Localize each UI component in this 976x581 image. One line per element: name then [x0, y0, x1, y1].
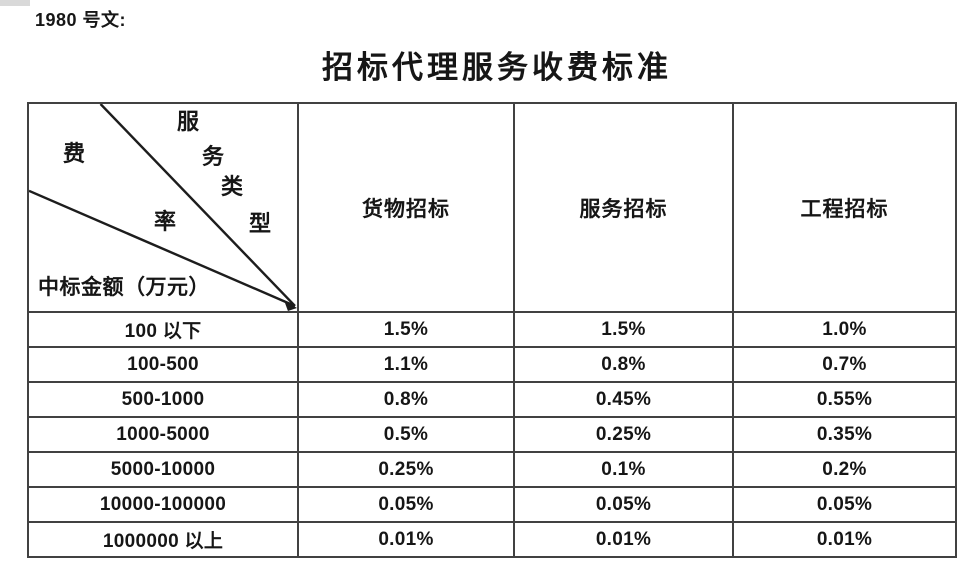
column-header-engineering: 工程招标 — [732, 102, 957, 313]
column-header-services: 服务招标 — [513, 102, 734, 313]
engineering-rate-cell: 0.35% — [732, 416, 957, 453]
table-row: 100-500 1.1% 0.8% 0.7% — [27, 346, 957, 383]
fee-standard-table: 费 服 务 类 型 率 中标金额（万元） 货物招标 服务招标 工程招标 100 … — [27, 102, 957, 558]
engineering-rate-cell: 0.7% — [732, 346, 957, 383]
goods-rate-cell: 0.5% — [297, 416, 515, 453]
services-rate-cell: 0.45% — [513, 381, 734, 418]
table-row: 500-1000 0.8% 0.45% 0.55% — [27, 381, 957, 418]
goods-rate-cell: 0.25% — [297, 451, 515, 488]
scan-artifact — [0, 0, 30, 6]
goods-rate-cell: 0.8% — [297, 381, 515, 418]
row-amount-cell: 5000-10000 — [27, 451, 299, 488]
row-amount-cell: 10000-100000 — [27, 486, 299, 523]
services-rate-cell: 0.05% — [513, 486, 734, 523]
engineering-rate-cell: 0.05% — [732, 486, 957, 523]
arrowhead-icon — [283, 299, 297, 311]
corner-type-char-2: 务 — [202, 144, 225, 169]
table-row: 5000-10000 0.25% 0.1% 0.2% — [27, 451, 957, 488]
row-amount-cell: 100-500 — [27, 346, 299, 383]
corner-amount-axis-label: 中标金额（万元） — [38, 275, 210, 299]
table-corner-cell: 费 服 务 类 型 率 中标金额（万元） — [27, 102, 299, 313]
header-row: 费 服 务 类 型 率 中标金额（万元） 货物招标 服务招标 工程招标 — [27, 102, 957, 313]
column-header-goods: 货物招标 — [297, 102, 515, 313]
page-title: 招标代理服务收费标准 — [322, 50, 672, 85]
row-amount-cell: 1000000 以上 — [27, 521, 299, 558]
doc-ref-label: 1980 号文: — [35, 10, 127, 30]
goods-rate-cell: 1.1% — [297, 346, 515, 383]
goods-rate-cell: 1.5% — [297, 311, 515, 348]
services-rate-cell: 0.25% — [513, 416, 734, 453]
row-amount-cell: 500-1000 — [27, 381, 299, 418]
services-rate-cell: 0.1% — [513, 451, 734, 488]
services-rate-cell: 0.01% — [513, 521, 734, 558]
services-rate-cell: 0.8% — [513, 346, 734, 383]
engineering-rate-cell: 1.0% — [732, 311, 957, 348]
goods-rate-cell: 0.01% — [297, 521, 515, 558]
table-row: 100 以下 1.5% 1.5% 1.0% — [27, 311, 957, 348]
row-amount-cell: 100 以下 — [27, 311, 299, 348]
engineering-rate-cell: 0.2% — [732, 451, 957, 488]
row-amount-cell: 1000-5000 — [27, 416, 299, 453]
corner-rate-char: 率 — [154, 209, 177, 234]
corner-type-char-1: 服 — [177, 109, 200, 134]
table-row: 1000-5000 0.5% 0.25% 0.35% — [27, 416, 957, 453]
table-row: 1000000 以上 0.01% 0.01% 0.01% — [27, 521, 957, 558]
diagonal-divider-lines — [29, 104, 297, 311]
corner-type-char-4: 型 — [249, 211, 272, 236]
engineering-rate-cell: 0.01% — [732, 521, 957, 558]
engineering-rate-cell: 0.55% — [732, 381, 957, 418]
corner-fee-char: 费 — [63, 141, 86, 166]
corner-type-char-3: 类 — [221, 174, 244, 199]
services-rate-cell: 1.5% — [513, 311, 734, 348]
table-row: 10000-100000 0.05% 0.05% 0.05% — [27, 486, 957, 523]
goods-rate-cell: 0.05% — [297, 486, 515, 523]
